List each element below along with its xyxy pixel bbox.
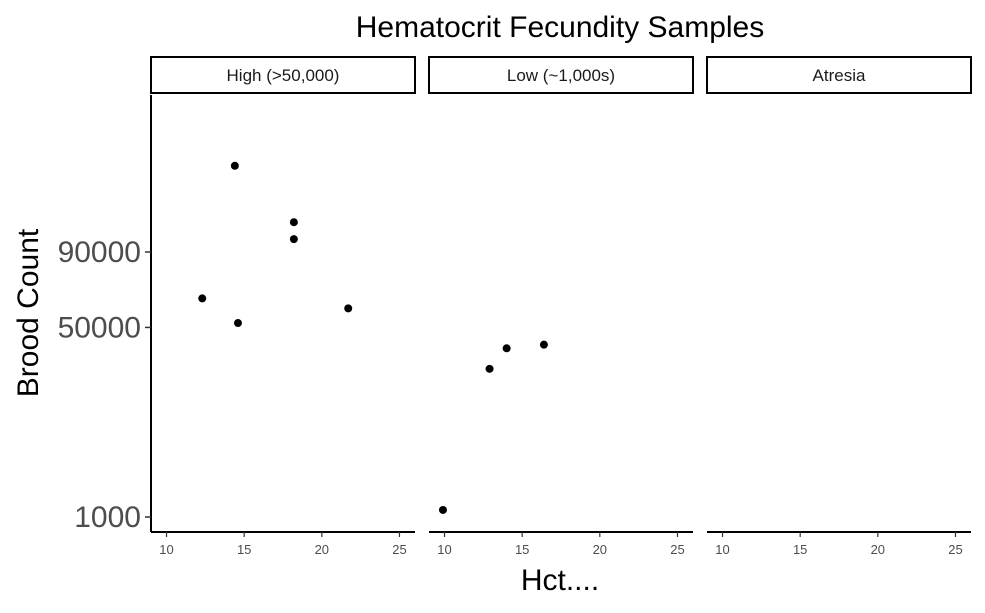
facet-strip-label: Atresia: [813, 66, 866, 85]
y-tick-label: 50000: [58, 311, 141, 344]
data-point: [485, 364, 494, 373]
x-tick-label: 10: [159, 542, 173, 557]
data-point: [344, 304, 353, 313]
facet-strip-label: Low (~1,000s): [507, 66, 615, 85]
data-point: [502, 344, 511, 353]
x-axis-title: Hct....: [521, 564, 599, 597]
x-tick-label: 20: [871, 542, 885, 557]
y-tick-label: 1000: [74, 501, 141, 534]
y-axis-title: Brood Count: [12, 228, 45, 397]
x-tick-label: 10: [437, 542, 451, 557]
x-tick-label: 20: [315, 542, 329, 557]
x-tick-label: 10: [715, 542, 729, 557]
data-point: [438, 505, 447, 514]
chart-title: Hematocrit Fecundity Samples: [356, 11, 765, 44]
facet-strip-label: High (>50,000): [227, 66, 340, 85]
facet-strip: [150, 56, 416, 94]
data-point: [289, 235, 298, 244]
facet-strip: [428, 56, 694, 94]
data-point: [289, 218, 298, 227]
x-tick-label: 25: [948, 542, 962, 557]
data-point: [198, 294, 207, 303]
y-tick-label: 90000: [58, 236, 141, 269]
facet-panels: 1000 50000 90000 High (>50,000) 10 15 20 25 Low …: [58, 56, 972, 557]
x-tick-label: 15: [237, 542, 251, 557]
x-tick-label: 15: [515, 542, 529, 557]
data-point: [539, 340, 548, 349]
x-tick-label: 25: [392, 542, 406, 557]
data-point: [230, 161, 239, 170]
facet-strip: [706, 56, 972, 94]
data-point: [233, 319, 242, 328]
x-tick-label: 15: [793, 542, 807, 557]
x-tick-label: 20: [593, 542, 607, 557]
x-tick-label: 25: [670, 542, 684, 557]
